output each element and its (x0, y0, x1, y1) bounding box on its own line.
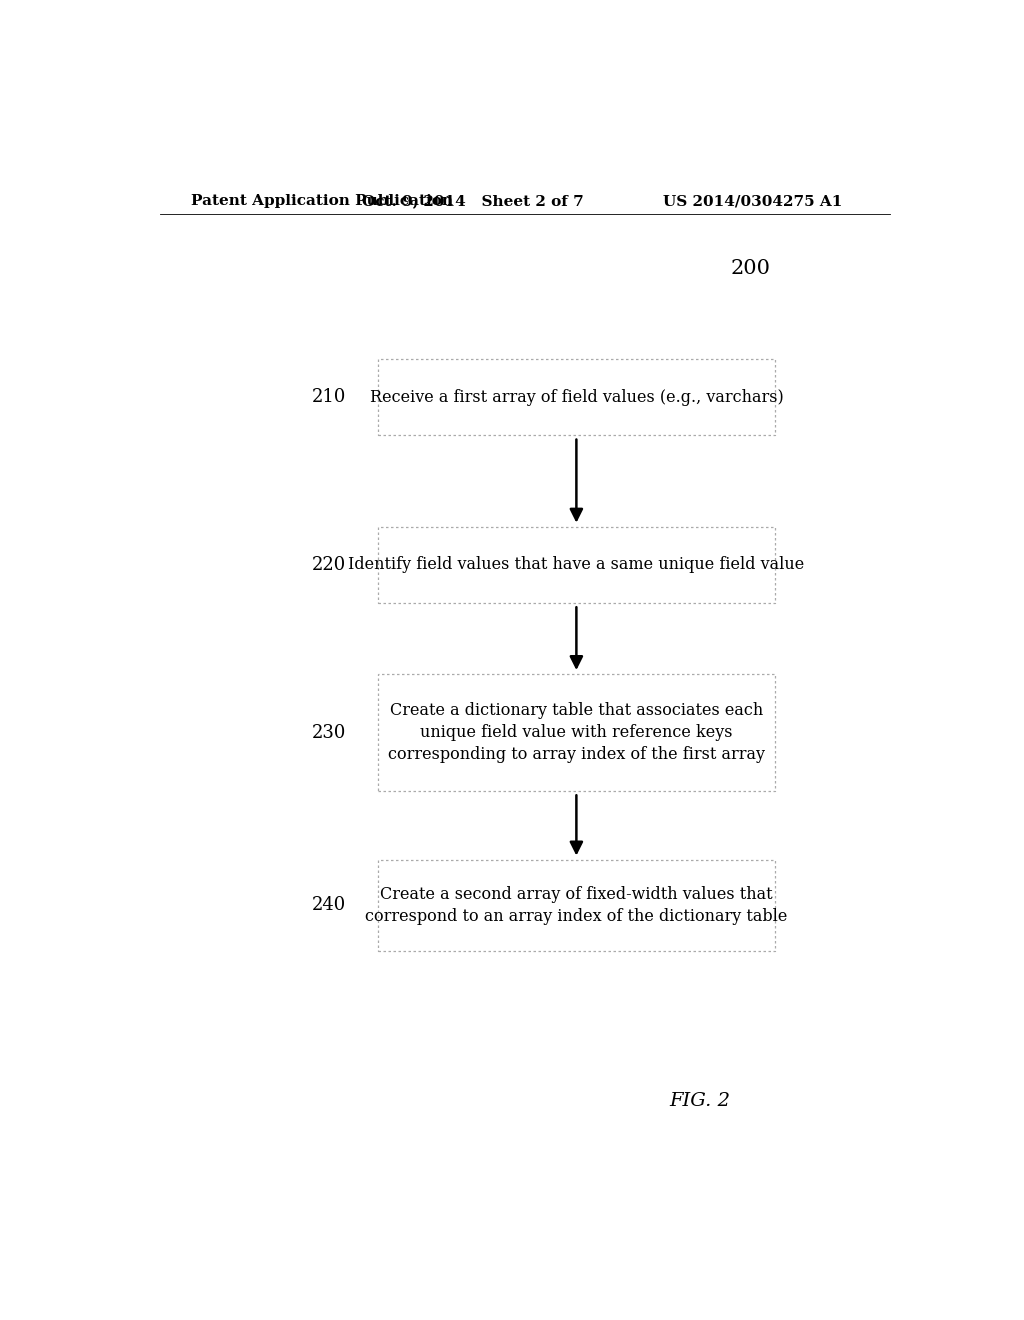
Text: Create a second array of fixed-width values that
correspond to an array index of: Create a second array of fixed-width val… (366, 886, 787, 925)
Text: 240: 240 (312, 896, 346, 915)
Bar (378, 359, 775, 436)
Text: 230: 230 (312, 723, 346, 742)
Text: Receive a first array of field values (e.g., varchars): Receive a first array of field values (e… (370, 389, 783, 405)
Text: Oct. 9, 2014   Sheet 2 of 7: Oct. 9, 2014 Sheet 2 of 7 (362, 194, 584, 209)
Text: 200: 200 (731, 259, 771, 277)
Text: Create a dictionary table that associates each
unique field value with reference: Create a dictionary table that associate… (388, 702, 765, 763)
Text: FIG. 2: FIG. 2 (669, 1092, 730, 1110)
Bar (378, 527, 775, 603)
Bar (378, 859, 775, 952)
Bar (378, 675, 775, 791)
Text: 220: 220 (312, 556, 346, 574)
Text: 210: 210 (312, 388, 346, 407)
Text: US 2014/0304275 A1: US 2014/0304275 A1 (663, 194, 842, 209)
Text: Patent Application Publication: Patent Application Publication (191, 194, 454, 209)
Text: Identify field values that have a same unique field value: Identify field values that have a same u… (348, 557, 805, 573)
